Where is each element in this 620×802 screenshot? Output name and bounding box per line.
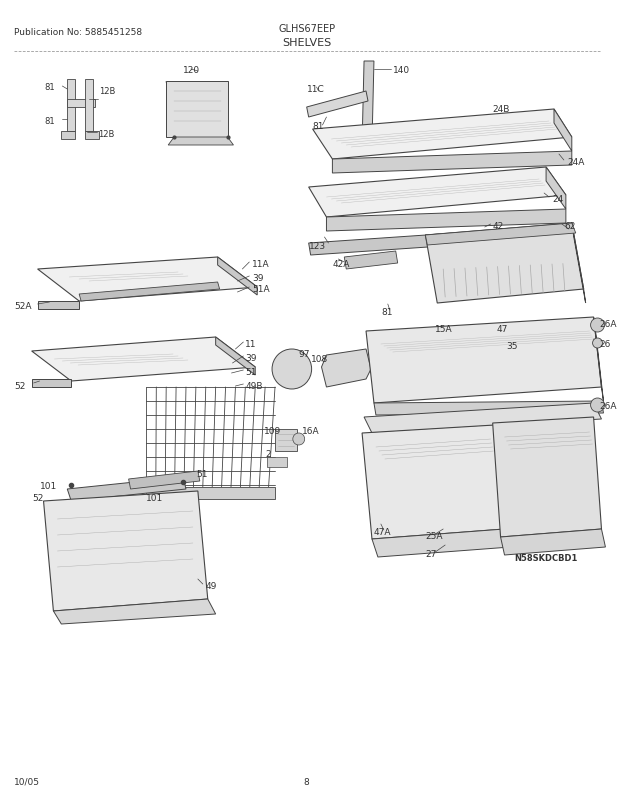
Text: 8: 8: [304, 777, 309, 786]
Text: 52: 52: [14, 382, 25, 391]
Polygon shape: [85, 132, 99, 140]
Polygon shape: [168, 138, 234, 146]
Text: 24: 24: [552, 195, 563, 204]
Polygon shape: [372, 529, 510, 557]
Text: 81: 81: [45, 83, 55, 92]
Text: 10/05: 10/05: [14, 777, 40, 786]
Polygon shape: [43, 492, 208, 611]
Text: 42A: 42A: [332, 260, 350, 269]
Text: 11A: 11A: [252, 260, 270, 269]
Polygon shape: [68, 477, 186, 501]
Polygon shape: [554, 110, 572, 152]
Polygon shape: [267, 457, 287, 468]
Polygon shape: [362, 62, 374, 145]
Polygon shape: [218, 257, 257, 296]
Text: 81: 81: [382, 308, 393, 317]
Polygon shape: [68, 80, 75, 132]
Polygon shape: [572, 224, 586, 304]
Text: N58SKDCBD1: N58SKDCBD1: [515, 553, 578, 562]
Text: 26: 26: [600, 339, 611, 349]
Circle shape: [591, 318, 604, 333]
Text: 47: 47: [497, 325, 508, 334]
Text: 51A: 51A: [252, 285, 270, 294]
Polygon shape: [500, 529, 606, 555]
Text: SHELVES: SHELVES: [282, 38, 331, 48]
Text: 26A: 26A: [600, 320, 617, 329]
Polygon shape: [344, 252, 397, 269]
Text: 51: 51: [196, 469, 207, 479]
Polygon shape: [309, 232, 487, 256]
Text: 16A: 16A: [302, 427, 319, 435]
Text: 42: 42: [493, 221, 504, 231]
Polygon shape: [362, 426, 505, 539]
Text: 109: 109: [264, 427, 281, 435]
Polygon shape: [425, 224, 583, 304]
Text: 12B: 12B: [99, 87, 115, 96]
Text: 39: 39: [246, 354, 257, 363]
Text: 51: 51: [246, 367, 257, 376]
Text: 2: 2: [265, 449, 271, 459]
Text: 97: 97: [299, 350, 310, 358]
Text: 24B: 24B: [493, 105, 510, 114]
Polygon shape: [166, 82, 228, 138]
Text: 35: 35: [507, 342, 518, 350]
Polygon shape: [593, 318, 603, 402]
Polygon shape: [309, 168, 566, 217]
Text: 49: 49: [206, 581, 217, 590]
Text: Publication No: 5885451258: Publication No: 5885451258: [14, 28, 142, 37]
Polygon shape: [32, 338, 255, 382]
Text: 27: 27: [425, 549, 436, 558]
Polygon shape: [312, 110, 572, 160]
Text: 62: 62: [564, 221, 575, 231]
Text: 101: 101: [40, 481, 58, 490]
Circle shape: [591, 399, 604, 412]
Text: 26A: 26A: [600, 402, 617, 411]
Polygon shape: [38, 302, 79, 310]
Polygon shape: [38, 257, 257, 302]
Text: 123: 123: [309, 241, 326, 251]
Text: 52A: 52A: [14, 302, 32, 310]
Polygon shape: [366, 318, 601, 403]
Circle shape: [293, 433, 304, 445]
Text: 140: 140: [392, 66, 410, 75]
Polygon shape: [546, 168, 566, 210]
Polygon shape: [128, 472, 200, 489]
Polygon shape: [327, 210, 566, 232]
Polygon shape: [61, 132, 75, 140]
Polygon shape: [374, 402, 603, 415]
Polygon shape: [216, 338, 255, 375]
Polygon shape: [32, 379, 71, 387]
Text: 49B: 49B: [246, 382, 263, 391]
Text: 81: 81: [45, 117, 55, 126]
Polygon shape: [322, 350, 371, 387]
Text: 12B: 12B: [98, 130, 114, 139]
Text: 24A: 24A: [568, 158, 585, 167]
Polygon shape: [146, 488, 275, 500]
Polygon shape: [53, 599, 216, 624]
Polygon shape: [68, 100, 95, 107]
Polygon shape: [275, 429, 297, 452]
Text: 39: 39: [252, 273, 264, 282]
Text: 11: 11: [246, 339, 257, 349]
Polygon shape: [79, 282, 219, 302]
Text: 15A: 15A: [435, 325, 453, 334]
Circle shape: [593, 338, 603, 349]
Text: 25A: 25A: [425, 532, 443, 541]
Text: 52: 52: [32, 493, 43, 502]
Text: 108: 108: [311, 354, 328, 363]
Text: 11C: 11C: [307, 85, 324, 94]
Polygon shape: [85, 80, 93, 132]
Polygon shape: [493, 418, 601, 537]
Text: 120: 120: [183, 66, 200, 75]
Polygon shape: [332, 152, 572, 174]
Circle shape: [272, 350, 312, 390]
Text: 81: 81: [312, 122, 324, 131]
Text: 101: 101: [146, 493, 164, 502]
Polygon shape: [307, 92, 368, 118]
Text: GLHS67EEP: GLHS67EEP: [278, 24, 335, 34]
Polygon shape: [425, 224, 576, 245]
Polygon shape: [364, 403, 601, 433]
Text: 47A: 47A: [374, 528, 391, 537]
